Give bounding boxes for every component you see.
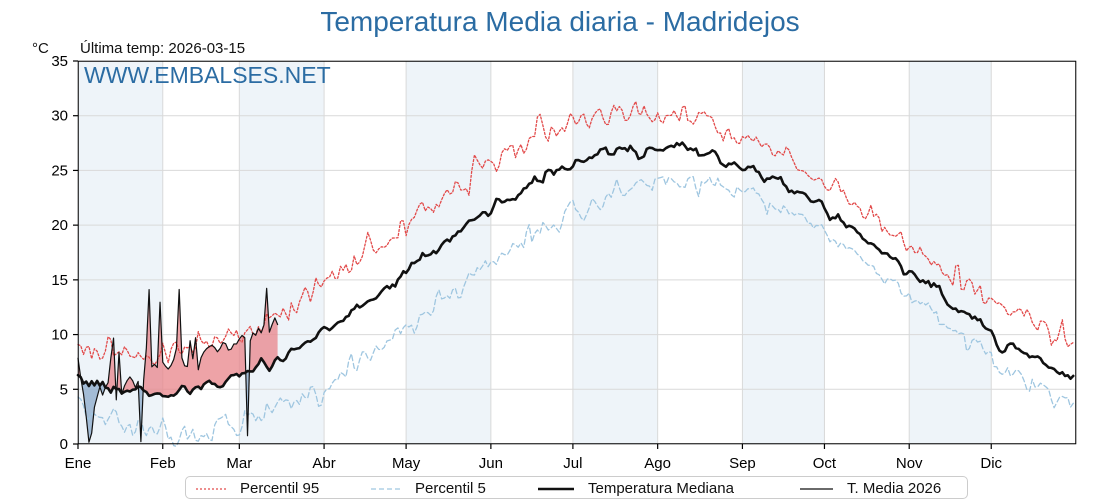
svg-text:20: 20 (51, 217, 68, 234)
svg-text:0: 0 (60, 436, 68, 453)
svg-text:Mar: Mar (226, 455, 252, 472)
svg-text:Jun: Jun (479, 455, 503, 472)
svg-text:Ago: Ago (644, 455, 671, 472)
svg-text:Dic: Dic (980, 455, 1002, 472)
svg-text:5: 5 (60, 381, 68, 398)
svg-text:Feb: Feb (150, 455, 176, 472)
svg-text:Nov: Nov (896, 455, 923, 472)
svg-text:30: 30 (51, 108, 68, 125)
svg-text:Oct: Oct (813, 455, 837, 472)
svg-text:25: 25 (51, 162, 68, 179)
svg-text:Ene: Ene (65, 455, 92, 472)
svg-text:Jul: Jul (563, 455, 582, 472)
svg-text:May: May (392, 455, 421, 472)
svg-text:Sep: Sep (729, 455, 756, 472)
svg-text:35: 35 (51, 53, 68, 70)
svg-text:Abr: Abr (312, 455, 335, 472)
svg-text:10: 10 (51, 327, 68, 344)
svg-text:15: 15 (51, 272, 68, 289)
